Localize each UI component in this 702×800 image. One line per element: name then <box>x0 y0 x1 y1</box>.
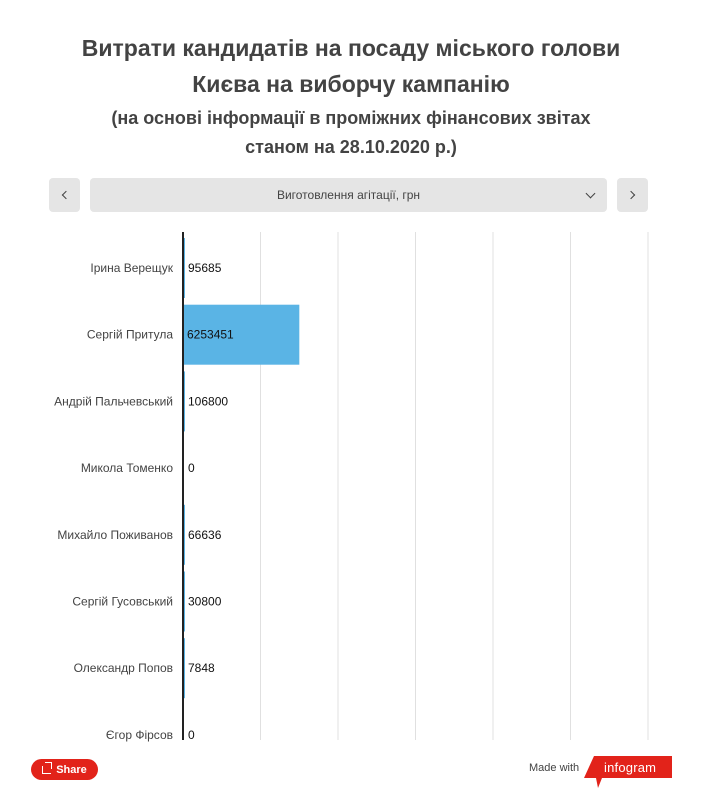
category-label: Ірина Верещук <box>90 261 173 275</box>
subtitle-line-1: (на основі інформації в проміжних фінанс… <box>111 108 591 128</box>
value-label: 106800 <box>188 394 228 408</box>
bars <box>183 238 300 699</box>
infogram-brand: infogram <box>604 760 657 775</box>
share-label: Share <box>56 763 87 776</box>
grid-lines <box>260 232 649 740</box>
share-button[interactable]: Share <box>31 759 98 780</box>
category-label: Микола Томенко <box>81 461 174 475</box>
value-label: 0 <box>188 461 195 475</box>
next-metric-button[interactable] <box>617 178 648 212</box>
metric-select-value: Виготовлення агітації, грн <box>276 188 421 202</box>
chart-subtitle: (на основі інформації в проміжних фінанс… <box>0 104 702 162</box>
category-label: Олександр Попов <box>74 661 173 675</box>
category-label: Михайло Поживанов <box>57 528 173 542</box>
value-label: 66636 <box>188 528 222 542</box>
category-labels: Ірина Верещук Сергій Притула Андрій Пальче… <box>54 261 174 742</box>
subtitle-line-2: станом на 28.10.2020 р.) <box>245 137 457 157</box>
value-label: 7848 <box>188 661 215 675</box>
value-label: 6253451 <box>187 328 234 342</box>
bar[interactable] <box>183 304 300 365</box>
made-with-text: Made with <box>529 762 580 774</box>
title-line-1: Витрати кандидатів на посаду міського го… <box>81 35 621 61</box>
infogram-logo[interactable] <box>584 756 672 788</box>
category-label: Сергій Притула <box>87 328 173 342</box>
category-label: Андрій Пальчевський <box>54 394 173 408</box>
metric-select[interactable]: Виготовлення агітації, грн <box>90 178 607 212</box>
category-label: Сергій Гусовський <box>72 595 173 609</box>
value-labels: 95685 6253451 106800 0 66636 30800 7848 0 <box>187 261 234 742</box>
category-label: Єгор Фірсов <box>106 728 173 742</box>
value-label: 95685 <box>188 261 222 275</box>
prev-metric-button[interactable] <box>49 178 80 212</box>
chart-title: Витрати кандидатів на посаду міського го… <box>0 30 702 102</box>
value-label: 0 <box>188 728 195 742</box>
title-line-2: Києва на виборчу кампанію <box>192 71 510 97</box>
share-icon <box>42 761 53 774</box>
value-label: 30800 <box>188 595 222 609</box>
